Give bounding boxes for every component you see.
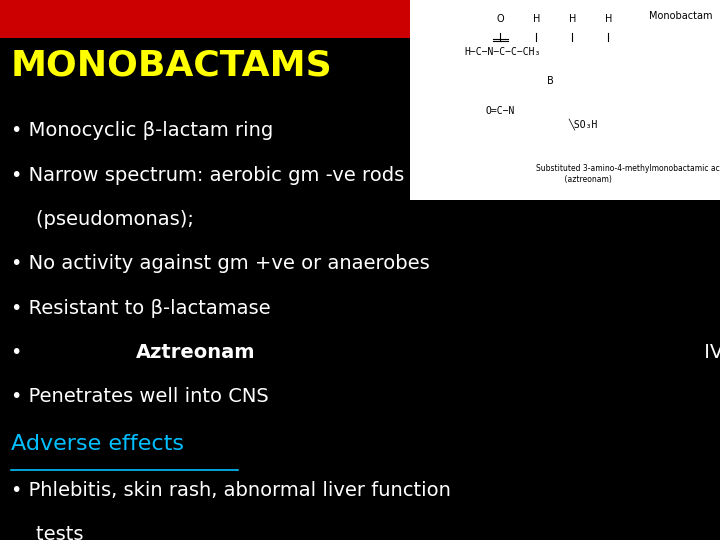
Text: H: H <box>605 14 612 24</box>
Text: • Phlebitis, skin rash, abnormal liver function: • Phlebitis, skin rash, abnormal liver f… <box>11 481 451 500</box>
Text: Adverse effects: Adverse effects <box>11 434 184 454</box>
Text: Substituted 3-amino-4-methylmonobactamic acid
            (aztreonam): Substituted 3-amino-4-methylmonobactamic… <box>536 164 720 184</box>
Text: H: H <box>533 14 540 24</box>
Text: • Narrow spectrum: aerobic gm -ve rods: • Narrow spectrum: aerobic gm -ve rods <box>11 166 404 185</box>
Text: tests: tests <box>11 525 84 540</box>
Text: • Monocyclic β-lactam ring: • Monocyclic β-lactam ring <box>11 122 273 140</box>
Text: • Penetrates well into CNS: • Penetrates well into CNS <box>11 387 269 406</box>
Text: B: B <box>547 76 554 86</box>
Text: H: H <box>569 14 576 24</box>
Text: H−C−N−C−C−CH₃: H−C−N−C−C−CH₃ <box>464 46 541 57</box>
Text: MONOBACTAMS: MONOBACTAMS <box>11 49 333 83</box>
Text: Monobactam: Monobactam <box>649 11 713 21</box>
Text: O: O <box>497 14 504 24</box>
Text: • No activity against gm +ve or anaerobes: • No activity against gm +ve or anaerobe… <box>11 254 430 273</box>
Text: (pseudomonas);: (pseudomonas); <box>11 210 194 229</box>
Text: • Resistant to β-lactamase: • Resistant to β-lactamase <box>11 299 271 318</box>
Bar <box>410 0 720 200</box>
Text: O=C−N: O=C−N <box>486 106 516 116</box>
Text: •: • <box>11 343 28 362</box>
Text: IV or IM 1-2gm 8hrly: IV or IM 1-2gm 8hrly <box>698 343 720 362</box>
Text: Aztreonam: Aztreonam <box>136 343 256 362</box>
Bar <box>0 0 720 38</box>
Text: ╲SO₃H: ╲SO₃H <box>569 119 598 130</box>
